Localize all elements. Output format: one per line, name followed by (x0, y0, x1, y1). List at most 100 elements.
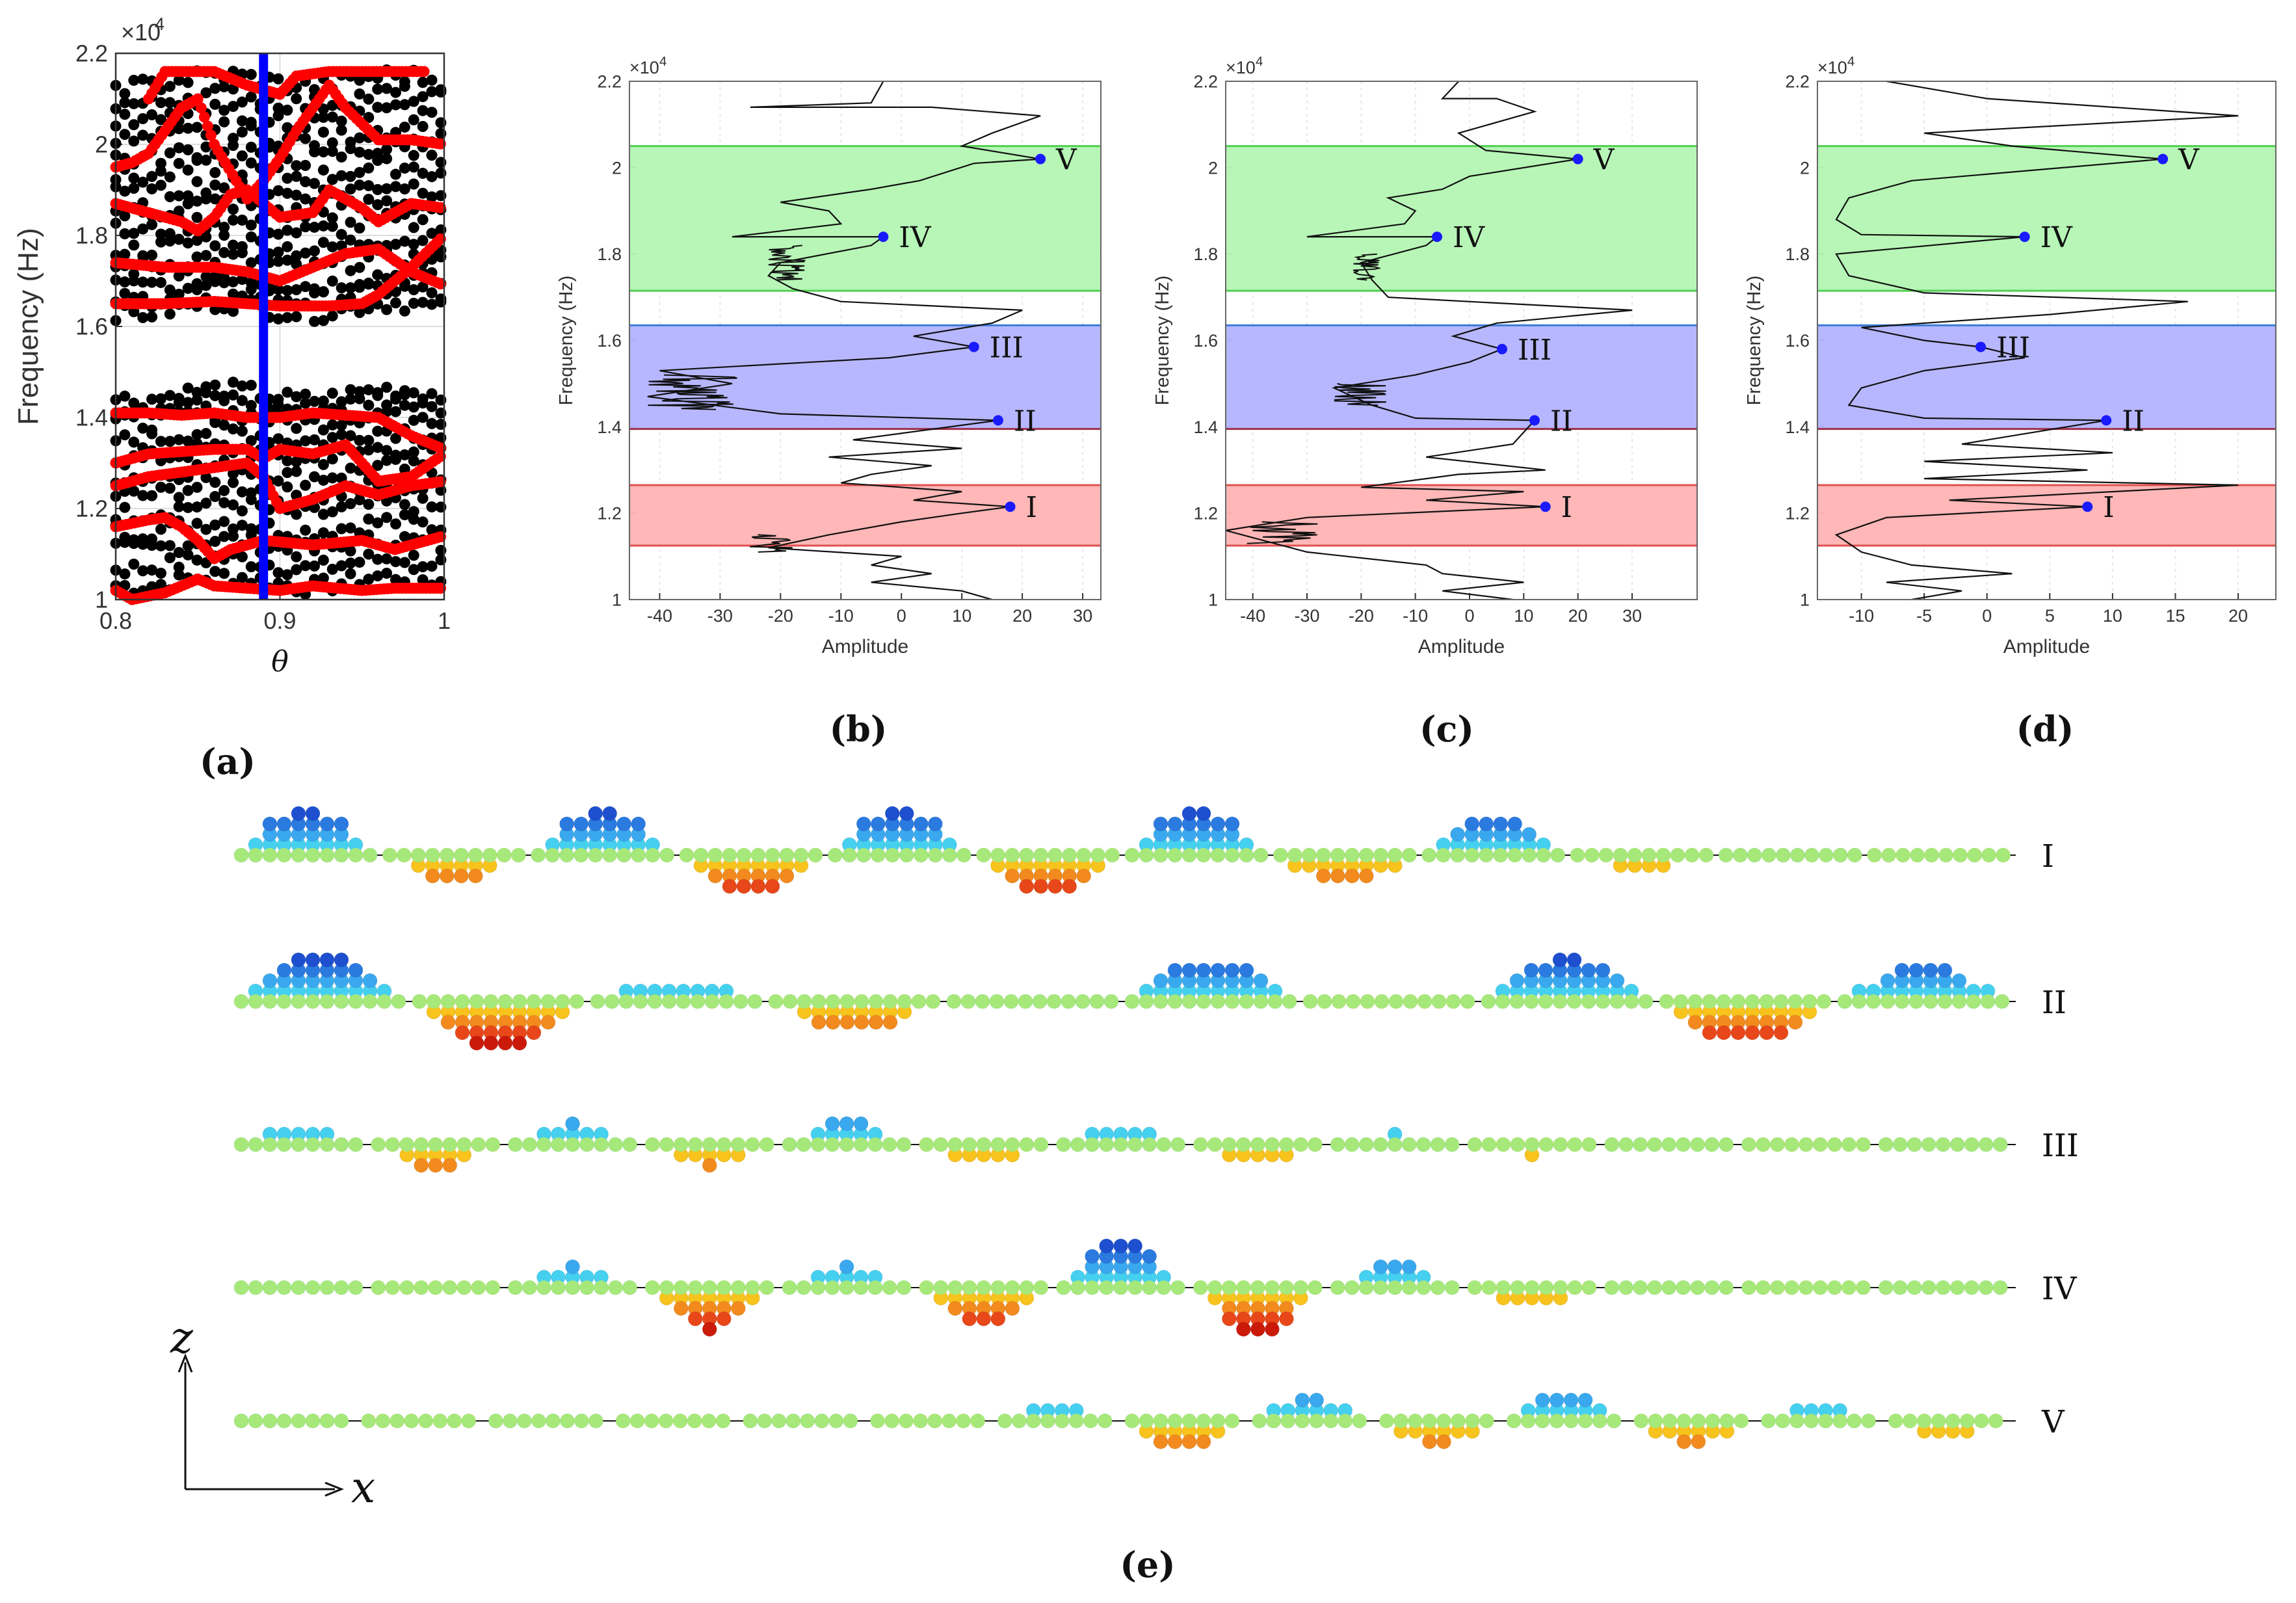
mode-sphere (1403, 994, 1418, 1009)
mode-sphere (248, 1414, 263, 1428)
mode-sphere (870, 1414, 885, 1428)
mode-sphere (1895, 848, 1910, 862)
panel-b-point-II (992, 415, 1003, 426)
panel-a-black-dot (408, 414, 419, 426)
mode-sphere (885, 848, 900, 862)
panel-a-black-dot (173, 569, 185, 581)
panel-b-point-label-V: V (1055, 144, 1077, 177)
mode-sphere (428, 1280, 443, 1295)
mode-sphere (897, 1280, 912, 1295)
panel-a-black-dot (381, 512, 393, 523)
panel-a-black-dot (363, 162, 375, 174)
panel-a-black-dot (218, 484, 230, 496)
mode-sphere (483, 1035, 499, 1051)
mode-sphere (1607, 1414, 1622, 1428)
mode-sphere (1056, 1280, 1071, 1295)
mode-sphere (1524, 1280, 1539, 1295)
panel-a-black-dot (218, 230, 230, 241)
mode-sphere (1762, 848, 1776, 862)
mode-sphere (1309, 1392, 1325, 1408)
mode-sphere (1967, 848, 1982, 862)
mode-sphere (1005, 1301, 1020, 1316)
mode-sphere (439, 868, 455, 884)
panel-a-chart: 1 1.2 1.4 1.6 1.8 2 2.2 0.8 0.9 1 ×104 Frequency (H… (12, 14, 451, 782)
panel-c-xtick-label: -20 (1349, 606, 1374, 626)
mode-sphere (1099, 1137, 1114, 1152)
mode-sphere (234, 848, 248, 862)
mode-sphere (1907, 1280, 1922, 1295)
panel-a-black-dot (245, 141, 257, 153)
panel-a-black-dot (381, 144, 393, 155)
mode-sphere (962, 1137, 977, 1152)
panel-a-black-dot (408, 297, 419, 309)
mode-sphere (1280, 1414, 1295, 1428)
mode-sphere (1330, 868, 1345, 884)
mode-sphere (1211, 848, 1225, 862)
panel-a-black-dot (282, 569, 293, 581)
panel-b-multiplier: ×10 (629, 58, 659, 77)
panel-a-black-dot (164, 483, 176, 494)
mode-sphere (1633, 1280, 1648, 1295)
mode-sphere (1464, 816, 1480, 832)
mode-sphere (411, 848, 426, 862)
panel-a-black-dot (399, 509, 410, 521)
mode-sphere (1790, 848, 1805, 862)
panel-a-black-dot (245, 231, 257, 243)
panel-c-point-label-IV: IV (1453, 221, 1485, 254)
mode-sphere (371, 1280, 386, 1295)
panel-a-black-dot (282, 481, 293, 493)
panel-a-black-dot (417, 187, 429, 199)
mode-sphere (1196, 962, 1211, 978)
panel-c-multiplier-exponent: 4 (1256, 55, 1263, 69)
mode-sphere (914, 848, 929, 862)
mode-sphere (947, 1280, 962, 1295)
panel-a-black-dot (119, 429, 131, 441)
mode-sphere (512, 994, 527, 1009)
panel-d-band-blue (1817, 325, 2276, 429)
mode-sphere (1770, 1280, 1785, 1295)
mode-sphere (497, 1035, 513, 1051)
panel-a-black-dot (381, 304, 393, 315)
mode-sphere (1596, 994, 1610, 1009)
panel-a-black-dot (200, 523, 212, 535)
panel-a-black-dot (200, 187, 212, 199)
mode-sphere (1464, 848, 1479, 862)
panel-a-black-dot (228, 133, 239, 144)
mode-sphere (1402, 1137, 1417, 1152)
panel-a-black-dot (146, 109, 158, 121)
mode-sphere (1360, 994, 1375, 1009)
mode-sphere (797, 1280, 812, 1295)
mode-sphere (1564, 1414, 1579, 1428)
panel-a-black-dot (300, 176, 311, 187)
panel-a-black-dot (209, 477, 221, 488)
mode-sphere (334, 816, 349, 832)
mode-sphere (565, 1116, 581, 1132)
mode-sphere (1479, 816, 1494, 832)
panel-a-black-dot (236, 214, 248, 226)
mode-sphere (363, 994, 377, 1009)
mode-sphere (1446, 994, 1460, 1009)
panel-a-series-1 (110, 574, 447, 605)
panel-a-black-dot (155, 179, 166, 191)
mode-sphere (1211, 994, 1225, 1009)
mode-sphere (1451, 1414, 1466, 1428)
panel-a-black-dot (128, 268, 140, 280)
mode-sphere (990, 1137, 1005, 1152)
mode-sphere (1717, 994, 1731, 1009)
panel-a-black-dot (345, 137, 356, 148)
panel-a-black-dot (399, 531, 410, 542)
mode-sphere (811, 1014, 826, 1030)
panel-a-black-dot (408, 284, 419, 295)
panel-a-black-dot (390, 574, 402, 585)
panel-a-black-dot (200, 381, 212, 393)
panel-a-black-dot (218, 272, 230, 284)
mode-sphere (1168, 994, 1182, 1009)
mode-sphere (990, 994, 1004, 1009)
mode-sphere (856, 816, 871, 832)
panel-a-black-dot (182, 77, 194, 88)
panel-d-point-V (2157, 153, 2169, 165)
mode-sphere (349, 994, 363, 1009)
mode-sphere (812, 994, 826, 1009)
mode-sphere (1662, 1414, 1677, 1428)
mode-sphere (842, 848, 857, 862)
